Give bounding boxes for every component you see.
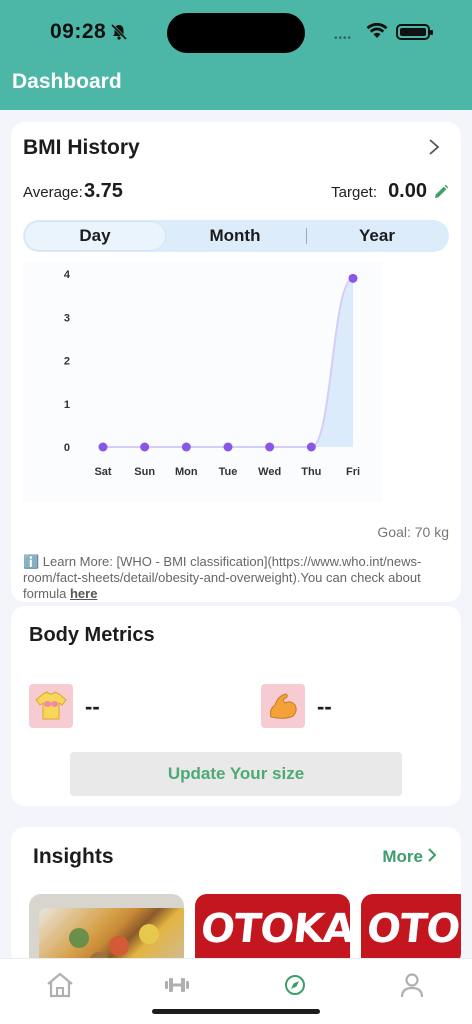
promo-text: OTOKA bbox=[364, 906, 461, 952]
signal-icon: •••• bbox=[334, 33, 353, 44]
learn-more-text: ℹ️ Learn More: [WHO - BMI classification… bbox=[23, 554, 443, 602]
body-metrics-card: Body Metrics -- -- Update Your size bbox=[11, 606, 461, 806]
insights-card: Insights More OTOKAN OTOKA bbox=[11, 827, 461, 967]
x-tick-label: Tue bbox=[219, 466, 238, 478]
dynamic-island bbox=[167, 13, 305, 53]
tab-year[interactable]: Year bbox=[359, 226, 395, 245]
x-tick-label: Fri bbox=[346, 466, 360, 478]
food-image bbox=[39, 908, 184, 967]
update-size-button[interactable]: Update Your size bbox=[70, 752, 402, 796]
target-label: Target: bbox=[331, 184, 377, 201]
metric-chest[interactable]: -- bbox=[29, 684, 209, 730]
flexed-biceps-icon bbox=[261, 684, 305, 728]
more-link[interactable]: More bbox=[378, 847, 437, 867]
metric-chest-value: -- bbox=[85, 694, 100, 719]
average-value: 3.75 bbox=[84, 180, 123, 202]
page-title: Dashboard bbox=[12, 70, 122, 93]
home-indicator bbox=[152, 1009, 320, 1014]
promo-text: OTOKAN bbox=[198, 906, 350, 952]
data-point bbox=[348, 273, 358, 283]
bmi-chart: 0 1 2 3 4 Sat Sun Mon Tue Wed Thu Fri bbox=[23, 262, 383, 502]
status-bar: 09:28 •••• bbox=[0, 0, 472, 62]
learn-more-body: ℹ️ Learn More: [WHO - BMI classification… bbox=[23, 554, 422, 601]
compass-icon[interactable] bbox=[280, 971, 310, 999]
insight-tile-promo-2[interactable]: OTOKA bbox=[361, 894, 461, 967]
bmi-chart-svg: 0 1 2 3 4 Sat Sun Mon Tue Wed Thu Fri bbox=[64, 269, 360, 478]
bell-muted-icon bbox=[110, 23, 128, 41]
data-point bbox=[140, 442, 150, 452]
profile-icon[interactable] bbox=[397, 971, 427, 999]
bmi-history-card: BMI History Average: 3.75 Target: 0.00 D… bbox=[11, 122, 461, 602]
battery-icon bbox=[396, 24, 433, 40]
insight-tile-promo-1[interactable]: OTOKAN bbox=[195, 894, 350, 967]
data-point bbox=[223, 442, 233, 452]
x-tick-label: Thu bbox=[301, 466, 321, 478]
home-icon[interactable] bbox=[45, 971, 75, 999]
target-value: 0.00 bbox=[388, 180, 427, 202]
body-metrics-title: Body Metrics bbox=[29, 624, 155, 646]
segment-divider bbox=[306, 228, 307, 244]
data-point bbox=[265, 442, 275, 452]
y-tick-label: 3 bbox=[64, 312, 70, 324]
chevron-right-icon[interactable] bbox=[427, 138, 441, 156]
period-segmented-control: Day Month Year bbox=[23, 220, 449, 252]
x-tick-label: Wed bbox=[258, 466, 281, 478]
y-tick-label: 1 bbox=[64, 399, 70, 411]
y-tick-label: 2 bbox=[64, 356, 70, 368]
series-line bbox=[102, 277, 354, 448]
x-tick-label: Mon bbox=[175, 466, 198, 478]
more-label: More bbox=[382, 847, 423, 866]
shirt-icon bbox=[29, 684, 73, 728]
metric-arm[interactable]: -- bbox=[261, 684, 441, 730]
tab-month[interactable]: Month bbox=[209, 226, 261, 245]
pencil-icon[interactable] bbox=[433, 184, 449, 200]
data-point bbox=[306, 442, 316, 452]
bmi-history-title: BMI History bbox=[23, 136, 140, 159]
dumbbell-icon[interactable] bbox=[162, 971, 192, 999]
y-tick-label: 0 bbox=[64, 442, 70, 454]
data-point bbox=[98, 442, 108, 452]
insight-tile-food[interactable] bbox=[29, 894, 184, 967]
goal-text: Goal: 70 kg bbox=[377, 524, 449, 540]
chevron-right-icon bbox=[427, 847, 437, 867]
y-tick-label: 4 bbox=[64, 269, 71, 281]
x-tick-label: Sat bbox=[94, 466, 111, 478]
status-time: 09:28 bbox=[50, 20, 107, 43]
app-header: 09:28 •••• Dashboard bbox=[0, 0, 472, 110]
tab-day[interactable]: Day bbox=[25, 222, 165, 250]
bottom-tab-bar bbox=[0, 958, 472, 1024]
average-label: Average: bbox=[23, 184, 83, 201]
metric-arm-value: -- bbox=[317, 694, 332, 719]
data-point bbox=[181, 442, 191, 452]
wifi-icon bbox=[366, 22, 388, 38]
insights-title: Insights bbox=[33, 845, 114, 868]
x-tick-label: Sun bbox=[134, 466, 155, 478]
formula-link[interactable]: here bbox=[69, 586, 98, 601]
